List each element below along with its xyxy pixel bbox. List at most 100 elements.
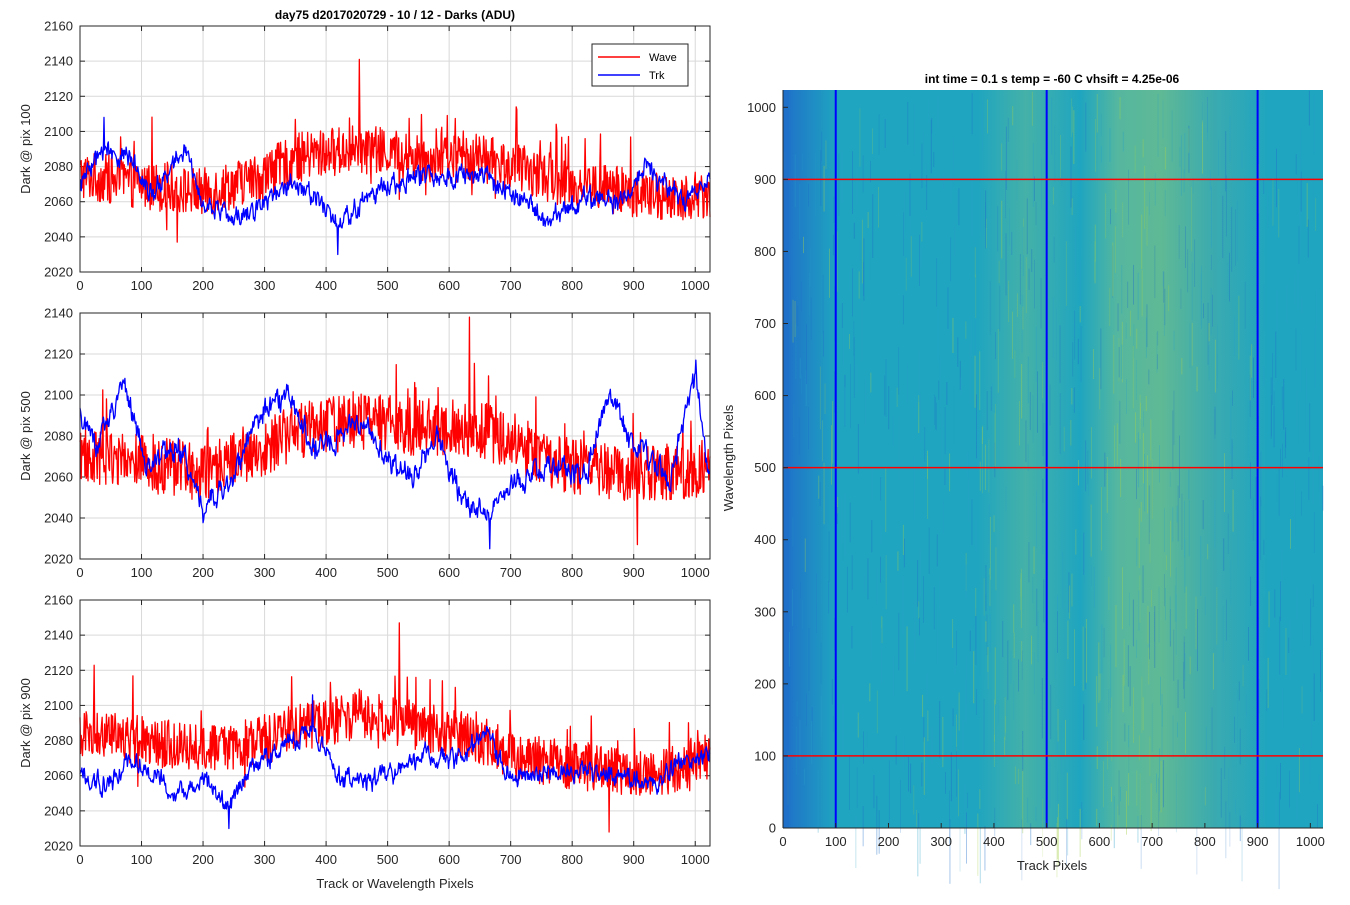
x-tick-label: 400 bbox=[315, 565, 337, 580]
x-tick-label: 200 bbox=[878, 834, 900, 849]
heatmap-image bbox=[783, 90, 1323, 828]
y-tick-label: 500 bbox=[754, 460, 776, 475]
y-tick-label: 900 bbox=[754, 172, 776, 187]
y-tick-label: 400 bbox=[754, 532, 776, 547]
plot-dark-pix-900: 0 100 200 300 400 500 600 700 800 900 1000 2020 2040… bbox=[18, 593, 711, 867]
legend-box bbox=[591, 43, 689, 87]
x-tick-label: 800 bbox=[1194, 834, 1216, 849]
y-tick-label: 2120 bbox=[44, 89, 73, 104]
y-tick-label: 2040 bbox=[44, 803, 73, 818]
y-tick-label: 2020 bbox=[44, 552, 73, 567]
y-tick-label: 2120 bbox=[44, 663, 73, 678]
legend-label-wave: Wave bbox=[649, 52, 677, 64]
shared-x-axis-label: Track or Wavelength Pixels bbox=[316, 876, 474, 891]
y-tick-label: 100 bbox=[754, 748, 776, 763]
y-tick-label: 2140 bbox=[44, 54, 73, 69]
x-tick-label: 600 bbox=[438, 852, 460, 867]
x-tick-label: 600 bbox=[438, 278, 460, 293]
y-tick-label: 2060 bbox=[44, 768, 73, 783]
series-line-trk bbox=[79, 116, 711, 256]
y-tick-label: 2120 bbox=[44, 347, 73, 362]
y-axis-label: Dark @ pix 500 bbox=[18, 391, 33, 481]
y-tick-label: 2160 bbox=[44, 593, 73, 608]
x-tick-label: 600 bbox=[438, 565, 460, 580]
x-tick-label: 300 bbox=[254, 278, 276, 293]
x-tick-label: 300 bbox=[254, 852, 276, 867]
y-axis-label: Dark @ pix 900 bbox=[18, 678, 33, 768]
plot-dark-pix-500: 0 100 200 300 400 500 600 700 800 900 1000 2020 2040… bbox=[18, 306, 711, 580]
y-tick-label: 2100 bbox=[44, 124, 73, 139]
x-tick-label: 700 bbox=[1141, 834, 1163, 849]
y-tick-label: 2140 bbox=[44, 628, 73, 643]
x-tick-label: 100 bbox=[825, 834, 847, 849]
x-tick-label: 200 bbox=[192, 852, 214, 867]
x-tick-label: 900 bbox=[1247, 834, 1269, 849]
y-tick-label: 700 bbox=[754, 316, 776, 331]
heatmap-title: int time = 0.1 s temp = -60 C vhsift = 4… bbox=[925, 72, 1180, 86]
plot-dark-pix-100: 0 100 200 300 400 500 600 700 800 900 1000 2020 2040… bbox=[18, 19, 711, 293]
heatmap-dark-frame: 0 100 200 300 400 500 600 700 800 900 1000 0 100 200 3… bbox=[747, 90, 1325, 890]
y-tick-label: 200 bbox=[754, 676, 776, 691]
x-tick-label: 400 bbox=[315, 278, 337, 293]
series-line-trk bbox=[79, 694, 711, 830]
y-tick-label: 2100 bbox=[44, 698, 73, 713]
y-tick-label: 2080 bbox=[44, 733, 73, 748]
heatmap-texture bbox=[784, 90, 1324, 890]
x-tick-label: 600 bbox=[1089, 834, 1111, 849]
x-tick-label: 100 bbox=[131, 278, 153, 293]
x-tick-label: 100 bbox=[131, 852, 153, 867]
y-tick-label: 800 bbox=[754, 244, 776, 259]
x-tick-label: 0 bbox=[76, 852, 83, 867]
y-tick-label: 2060 bbox=[44, 470, 73, 485]
series-line-trk bbox=[79, 359, 711, 550]
x-tick-label: 100 bbox=[131, 565, 153, 580]
x-tick-label: 500 bbox=[377, 278, 399, 293]
axes-box bbox=[79, 599, 711, 847]
x-tick-label: 200 bbox=[192, 565, 214, 580]
x-tick-label: 1000 bbox=[1296, 834, 1325, 849]
x-tick-label: 700 bbox=[500, 852, 522, 867]
heatmap-left-edge bbox=[783, 90, 789, 828]
series-line-wave bbox=[79, 58, 711, 243]
axes-box bbox=[79, 312, 711, 560]
x-tick-label: 900 bbox=[623, 852, 645, 867]
x-tick-label: 500 bbox=[377, 565, 399, 580]
y-tick-label: 0 bbox=[769, 821, 776, 836]
y-tick-label: 2080 bbox=[44, 159, 73, 174]
x-tick-label: 400 bbox=[983, 834, 1005, 849]
figure-suptitle: day75 d2017020729 - 10 / 12 - Darks (ADU… bbox=[275, 8, 515, 22]
x-tick-label: 0 bbox=[76, 565, 83, 580]
heatmap-x-axis-label: Track Pixels bbox=[1017, 858, 1088, 873]
y-tick-label: 2040 bbox=[44, 511, 73, 526]
series-line-wave bbox=[79, 622, 711, 833]
x-tick-label: 0 bbox=[779, 834, 786, 849]
x-tick-label: 1000 bbox=[681, 278, 710, 293]
y-tick-label: 600 bbox=[754, 388, 776, 403]
x-tick-label: 800 bbox=[561, 852, 583, 867]
x-tick-label: 700 bbox=[500, 565, 522, 580]
x-tick-label: 300 bbox=[254, 565, 276, 580]
y-tick-label: 2020 bbox=[44, 265, 73, 280]
x-tick-label: 900 bbox=[623, 278, 645, 293]
legend: Wave Trk bbox=[591, 43, 689, 87]
x-tick-label: 200 bbox=[192, 278, 214, 293]
series-line-wave bbox=[79, 316, 711, 546]
legend-label-trk: Trk bbox=[649, 70, 665, 82]
y-tick-label: 2100 bbox=[44, 388, 73, 403]
x-tick-label: 700 bbox=[500, 278, 522, 293]
y-tick-label: 2020 bbox=[44, 839, 73, 854]
x-tick-label: 1000 bbox=[681, 565, 710, 580]
y-tick-label: 2040 bbox=[44, 229, 73, 244]
heatmap-y-axis-label: Wavelength Pixels bbox=[721, 404, 736, 511]
y-tick-label: 2080 bbox=[44, 429, 73, 444]
y-axis-label: Dark @ pix 100 bbox=[18, 104, 33, 194]
x-tick-label: 300 bbox=[930, 834, 952, 849]
y-tick-label: 300 bbox=[754, 604, 776, 619]
y-tick-label: 2140 bbox=[44, 306, 73, 321]
x-tick-label: 900 bbox=[623, 565, 645, 580]
x-tick-label: 800 bbox=[561, 565, 583, 580]
x-tick-label: 1000 bbox=[681, 852, 710, 867]
x-tick-label: 800 bbox=[561, 278, 583, 293]
y-tick-label: 1000 bbox=[747, 100, 776, 115]
